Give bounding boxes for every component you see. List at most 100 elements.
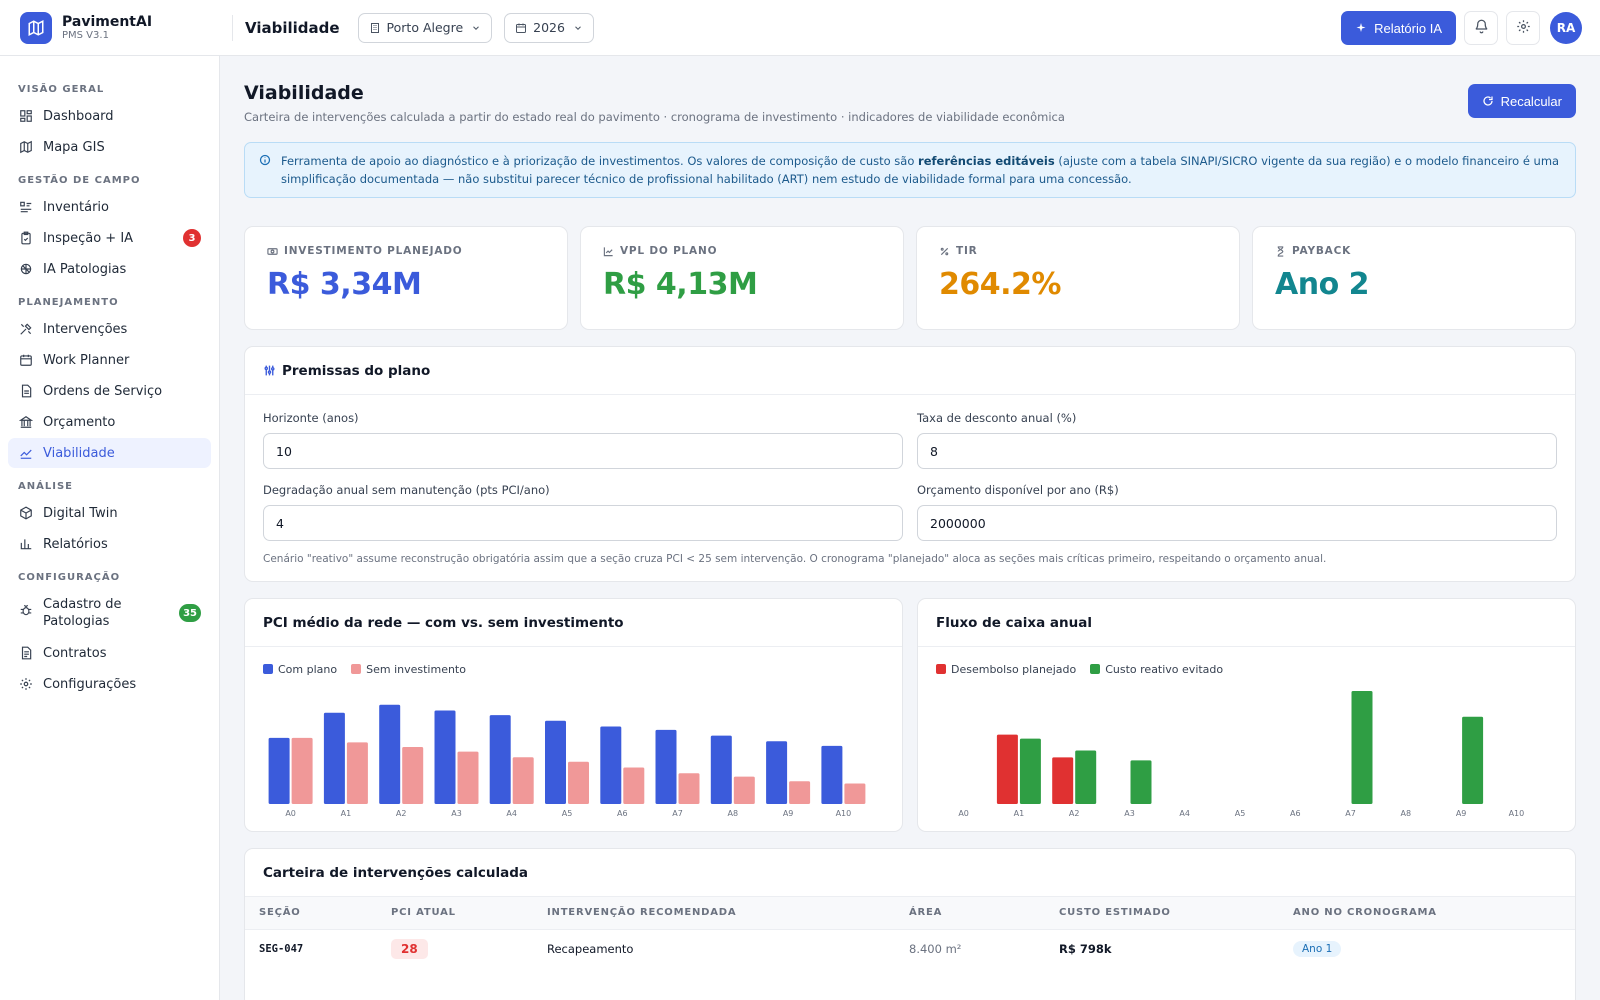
- kpi-card-investment: INVESTIMENTO PLANEJADO R$ 3,34M: [244, 226, 568, 330]
- bar-series2-A5[interactable]: [568, 761, 589, 804]
- bar-series1-A7[interactable]: [655, 729, 677, 804]
- sidebar-item-inventory[interactable]: Inventário: [8, 192, 211, 222]
- recalculate-label: Recalcular: [1500, 93, 1562, 109]
- refresh-icon: [1482, 95, 1494, 107]
- col-year[interactable]: ANO NO CRONOGRAMA: [1279, 897, 1575, 930]
- discount-rate-input[interactable]: [917, 433, 1557, 469]
- bar-series2-A0[interactable]: [291, 737, 313, 804]
- bar-series1-A4[interactable]: [489, 715, 511, 804]
- sidebar-item-viability[interactable]: Viabilidade: [8, 438, 211, 468]
- sidebar-item-pathology-registry[interactable]: Cadastro de Patologias 35: [8, 589, 211, 637]
- kpi-label: TIR: [956, 245, 978, 257]
- page-subtitle: Carteira de intervenções calculada a par…: [244, 110, 1065, 124]
- degradation-input[interactable]: [263, 505, 903, 541]
- sidebar-item-digital-twin[interactable]: Digital Twin: [8, 498, 211, 528]
- sidebar-item-interventions[interactable]: Intervenções: [8, 314, 211, 344]
- building-icon: [369, 22, 381, 34]
- ai-report-button[interactable]: Relatório IA: [1341, 11, 1456, 45]
- avatar[interactable]: RA: [1550, 12, 1582, 44]
- legend-swatch: [263, 664, 273, 674]
- topbar-title: Viabilidade: [245, 18, 340, 37]
- bar-series2-A4[interactable]: [512, 757, 534, 804]
- sidebar-item-label: Digital Twin: [43, 505, 118, 521]
- bar-series2-A1[interactable]: [346, 742, 368, 804]
- year-selector[interactable]: 2026: [504, 12, 594, 43]
- interventions-table: SEÇÃO PCI ATUAL INTERVENÇÃO RECOMENDADA …: [245, 897, 1575, 969]
- cell-section: SEG-047: [259, 943, 304, 956]
- x-tick-label: A7: [672, 809, 683, 818]
- pci-bar-chart: A0 A1 A2 A3 A4 A5 A6 A7 A8 A9 A10: [268, 704, 866, 818]
- x-tick-label: A10: [1509, 809, 1525, 818]
- disclaimer-bold: referências editáveis: [918, 154, 1055, 168]
- bar-series1-A10[interactable]: [821, 745, 843, 804]
- sidebar-item-label: Work Planner: [43, 352, 130, 368]
- inspection-count-badge: 3: [183, 229, 201, 247]
- bar-series1-A2[interactable]: [1052, 757, 1074, 804]
- charts-row: PCI médio da rede — com vs. sem investim…: [244, 598, 1576, 832]
- bar-series2-A3[interactable]: [457, 751, 479, 804]
- tools-icon: [18, 321, 34, 337]
- bar-series1-A1[interactable]: [996, 734, 1018, 804]
- notifications-button[interactable]: [1464, 11, 1498, 45]
- recalculate-button[interactable]: Recalcular: [1467, 84, 1576, 118]
- bar-series1-A2[interactable]: [379, 704, 401, 804]
- sidebar-item-label: Relatórios: [43, 536, 108, 552]
- bar-series1-A0[interactable]: [268, 737, 290, 804]
- bar-series2-A7[interactable]: [678, 773, 700, 804]
- sidebar-item-work-planner[interactable]: Work Planner: [8, 345, 211, 375]
- col-cost[interactable]: CUSTO ESTIMADO: [1045, 897, 1279, 930]
- bar-series1-A8[interactable]: [710, 735, 732, 804]
- annual-budget-input[interactable]: [917, 505, 1557, 541]
- sidebar-item-reports[interactable]: Relatórios: [8, 529, 211, 559]
- x-tick-label: A4: [506, 809, 517, 818]
- bank-icon: [18, 414, 34, 430]
- bar-series2-A2[interactable]: [402, 747, 424, 804]
- legend-label: Com plano: [278, 663, 338, 676]
- sidebar-section-config: CONFIGURAÇÃO: [18, 572, 121, 583]
- col-intervention[interactable]: INTERVENÇÃO RECOMENDADA: [533, 897, 895, 930]
- bar-series1-A6[interactable]: [600, 726, 622, 805]
- sidebar-item-settings[interactable]: Configurações: [8, 669, 211, 699]
- sidebar-item-gis[interactable]: Mapa GIS: [8, 132, 211, 162]
- kpi-card-npv: VPL DO PLANO R$ 4,13M: [580, 226, 904, 330]
- contract-icon: [18, 645, 34, 661]
- bar-series2-A10[interactable]: [844, 783, 866, 805]
- clipboard-icon: [18, 230, 34, 246]
- city-selector[interactable]: Porto Alegre: [357, 12, 493, 43]
- table-row[interactable]: SEG-047 28 Recapeamento 8.400 m² R$ 798k…: [245, 929, 1575, 969]
- brand[interactable]: PavimentAI PMS V3.1: [0, 11, 232, 44]
- legend-swatch: [351, 664, 362, 674]
- sidebar-item-budget[interactable]: Orçamento: [8, 407, 211, 437]
- col-pci[interactable]: PCI ATUAL: [377, 897, 533, 930]
- col-section[interactable]: SEÇÃO: [245, 897, 377, 930]
- bar-series1-A3[interactable]: [434, 710, 456, 805]
- sidebar-item-inspection[interactable]: Inspeção + IA 3: [8, 223, 211, 253]
- sidebar-item-service-orders[interactable]: Ordens de Serviço: [8, 376, 211, 406]
- bar-series2-A1[interactable]: [1019, 738, 1041, 804]
- legend-item: Com plano: [263, 663, 337, 676]
- bar-series2-A7[interactable]: [1351, 691, 1373, 804]
- kpi-label: VPL DO PLANO: [620, 245, 718, 257]
- disclaimer-text-a: Ferramenta de apoio ao diagnóstico e à p…: [281, 154, 919, 168]
- sidebar-item-contracts[interactable]: Contratos: [8, 638, 211, 668]
- bar-series1-A1[interactable]: [323, 712, 345, 804]
- bar-series2-A3[interactable]: [1130, 760, 1152, 804]
- top-bar: PavimentAI PMS V3.1 Viabilidade Porto Al…: [0, 0, 1600, 56]
- settings-button[interactable]: [1506, 11, 1540, 45]
- bar-series1-A9[interactable]: [766, 741, 788, 804]
- bar-series2-A9[interactable]: [1462, 716, 1484, 804]
- sidebar-item-pathologies-ai[interactable]: IA Patologias: [8, 254, 211, 284]
- bar-series2-A2[interactable]: [1075, 750, 1097, 805]
- chart-icon: [603, 246, 614, 257]
- horizon-input[interactable]: [263, 433, 903, 469]
- col-area[interactable]: ÁREA: [895, 897, 1045, 930]
- sidebar-section-planning: PLANEJAMENTO: [18, 297, 119, 308]
- ai-report-label: Relatório IA: [1374, 20, 1442, 36]
- bar-series2-A9[interactable]: [789, 781, 811, 804]
- sidebar-section-field: GESTÃO DE CAMPO: [18, 175, 141, 186]
- bar-series2-A8[interactable]: [733, 776, 755, 804]
- sidebar-item-dashboard[interactable]: Dashboard: [8, 101, 211, 131]
- bar-series1-A5[interactable]: [545, 720, 566, 804]
- x-tick-label: A7: [1345, 809, 1356, 818]
- bar-series2-A6[interactable]: [623, 767, 645, 805]
